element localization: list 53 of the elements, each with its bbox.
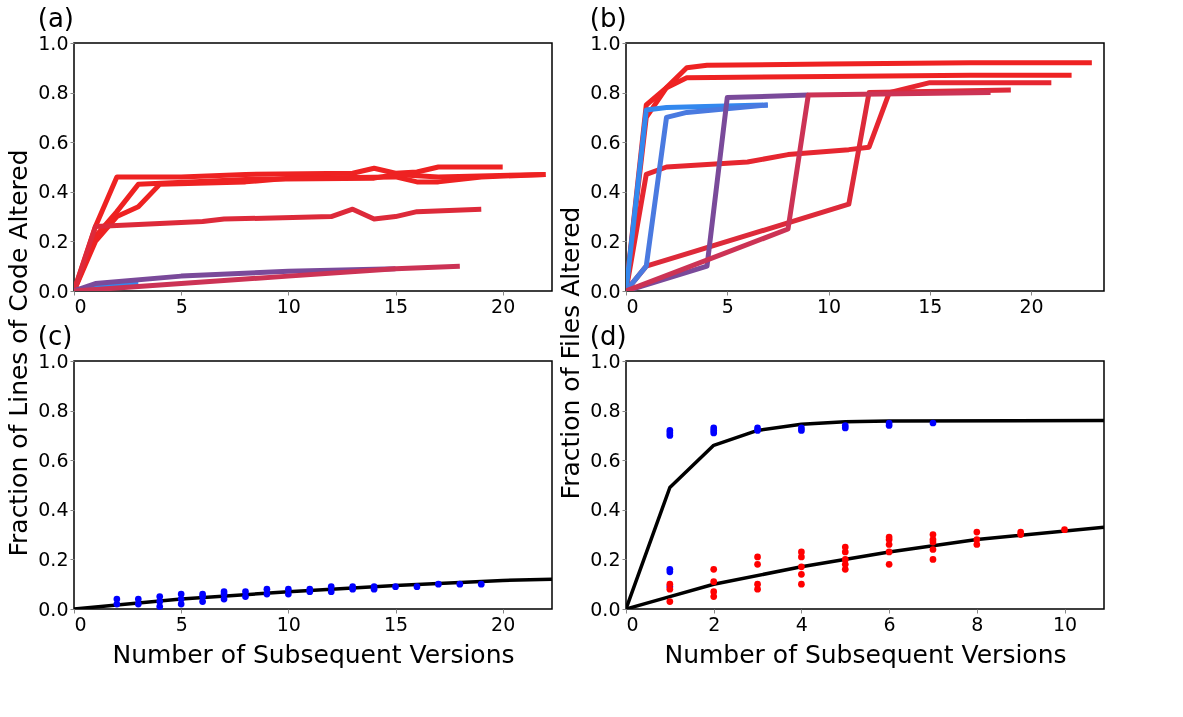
x-tick-label: 2	[708, 612, 721, 635]
chart-title: (d)	[589, 321, 627, 351]
y-tick-label: 0.4	[590, 498, 621, 521]
y-tick-label: 0.8	[590, 399, 621, 422]
x-tick-label: 0	[626, 612, 639, 635]
x-tick-label: 0	[74, 612, 87, 635]
x-tick-label: 5	[721, 294, 734, 317]
x-tick-label: 10	[816, 294, 842, 317]
y-tick-label: 0.8	[590, 81, 621, 104]
x-axis-title: Number of Subsequent Versions	[664, 639, 1067, 669]
y-tick-label: 0.4	[590, 180, 621, 203]
x-axis-title: Number of Subsequent Versions	[112, 639, 515, 669]
x-tick-label: 10	[276, 294, 301, 317]
y-tick-label: 0.0	[590, 597, 621, 620]
y-tick-label: 0.6	[590, 448, 621, 471]
x-tick-label: 5	[175, 294, 188, 317]
x-tick-label: 5	[175, 612, 188, 635]
y-tick-label: 0.6	[38, 130, 69, 153]
y-tick-label: 0.0	[590, 279, 621, 302]
y-tick-label: 1.0	[590, 31, 621, 54]
x-tick-label: 20	[491, 294, 516, 317]
y-tick-label: 0.4	[38, 180, 69, 203]
y-axis-title: Fraction of Files Altered	[556, 206, 585, 500]
y-tick-label: 0.4	[38, 498, 69, 521]
x-tick-label: 4	[795, 612, 808, 635]
y-tick-label: 0.6	[38, 448, 69, 471]
x-tick-label: 0	[626, 294, 639, 317]
chart-title: (a)	[37, 3, 75, 33]
y-tick-label: 1.0	[38, 31, 69, 54]
y-tick-label: 0.2	[590, 547, 621, 570]
x-tick-label: 8	[971, 612, 984, 635]
x-tick-label: 20	[1019, 294, 1044, 317]
x-tick-label: 6	[883, 612, 896, 635]
x-tick-label: 20	[491, 612, 516, 635]
x-tick-label: 10	[276, 612, 301, 635]
y-tick-label: 1.0	[38, 349, 69, 372]
x-tick-label: 10	[1052, 612, 1078, 635]
chart-title: (c)	[37, 321, 73, 351]
y-tick-label: 0.2	[38, 229, 69, 252]
y-tick-label: 0.6	[590, 130, 621, 153]
x-tick-label: 15	[383, 612, 409, 635]
y-tick-label: 0.0	[38, 279, 69, 302]
x-tick-label: 15	[918, 294, 943, 317]
chart-title: (b)	[589, 3, 627, 33]
y-tick-label: 0.2	[38, 547, 69, 570]
y-tick-label: 1.0	[590, 349, 621, 372]
x-tick-label: 0	[74, 294, 87, 317]
y-tick-label: 0.2	[590, 229, 621, 252]
y-tick-label: 0.8	[38, 81, 69, 104]
y-tick-label: 0.0	[38, 597, 69, 620]
y-axis-title: Fraction of Lines of Code Altered	[4, 149, 33, 557]
x-tick-label: 15	[383, 294, 409, 317]
y-tick-label: 0.8	[38, 399, 69, 422]
